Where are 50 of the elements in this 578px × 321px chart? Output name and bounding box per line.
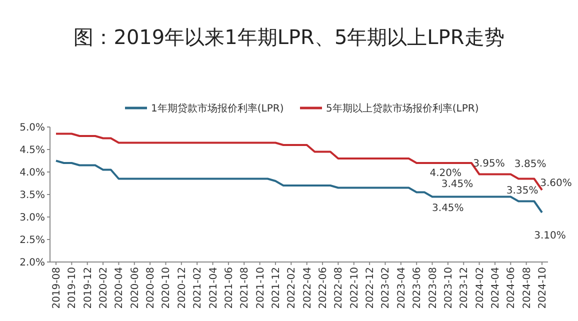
x-tick-label: 2023-02 xyxy=(380,267,392,309)
x-tick-label: 2023-10 xyxy=(443,267,454,309)
annotation: 3.45% xyxy=(441,178,474,190)
y-tick-label: 2.5% xyxy=(20,235,45,246)
x-tick-label: 2024-08 xyxy=(522,267,533,309)
x-tick-label: 2020-06 xyxy=(130,267,141,309)
annotation: 3.95% xyxy=(473,158,505,170)
legend-label: 5年期以上贷款市场报价利率(LPR) xyxy=(326,102,479,114)
x-tick-label: 2022-12 xyxy=(365,267,376,309)
x-tick-label: 2020-08 xyxy=(146,267,157,309)
y-tick-label: 4.5% xyxy=(20,145,45,156)
annotation: 3.10% xyxy=(534,230,566,242)
x-tick-label: 2021-10 xyxy=(255,267,266,309)
annotation: 3.60% xyxy=(540,178,572,189)
x-tick-label: 2019-08 xyxy=(52,267,62,309)
x-tick-label: 2024-10 xyxy=(538,267,548,309)
annotation: 3.85% xyxy=(514,158,546,170)
x-tick-label: 2020-10 xyxy=(161,267,172,309)
y-tick-label: 3.5% xyxy=(20,190,45,201)
x-tick-label: 2023-12 xyxy=(459,267,470,309)
x-tick-label: 2024-06 xyxy=(506,267,518,309)
x-tick-label: 2023-08 xyxy=(428,267,439,309)
x-tick-label: 2022-04 xyxy=(302,267,314,309)
x-tick-label: 2022-02 xyxy=(286,267,298,309)
x-tick-label: 2022-10 xyxy=(349,267,360,309)
legend-label: 1年期贷款市场报价利率(LPR) xyxy=(151,102,284,114)
y-tick-label: 4.0% xyxy=(20,168,45,178)
x-tick-label: 2021-06 xyxy=(224,267,235,309)
x-tick-label: 2022-08 xyxy=(334,267,345,309)
x-tick-label: 2024-04 xyxy=(490,267,502,309)
x-tick-label: 2021-02 xyxy=(192,267,204,309)
x-tick-label: 2020-02 xyxy=(98,267,110,309)
x-tick-label: 2020-12 xyxy=(176,267,188,309)
x-tick-label: 2019-10 xyxy=(67,267,78,309)
x-tick-label: 2023-06 xyxy=(412,267,424,309)
x-tick-label: 2023-04 xyxy=(396,267,408,309)
y-tick-label: 5.0% xyxy=(20,122,45,134)
x-tick-label: 2022-06 xyxy=(318,267,330,309)
x-tick-label: 2024-02 xyxy=(474,267,486,309)
x-tick-label: 2021-08 xyxy=(240,267,251,309)
annotation: 4.20% xyxy=(430,168,462,179)
x-tick-label: 2021-04 xyxy=(208,267,220,309)
x-tick-label: 2020-04 xyxy=(114,267,126,309)
y-tick-label: 3.0% xyxy=(20,212,45,224)
annotation: 3.45% xyxy=(432,202,464,214)
annotation: 3.35% xyxy=(506,185,538,196)
y-tick-label: 2.0% xyxy=(20,258,45,268)
x-tick-label: 2019-12 xyxy=(82,267,94,309)
chart-title: 图：2019年以来1年期LPR、5年期以上LPR走势 xyxy=(74,25,504,49)
x-tick-label: 2021-12 xyxy=(270,267,282,309)
